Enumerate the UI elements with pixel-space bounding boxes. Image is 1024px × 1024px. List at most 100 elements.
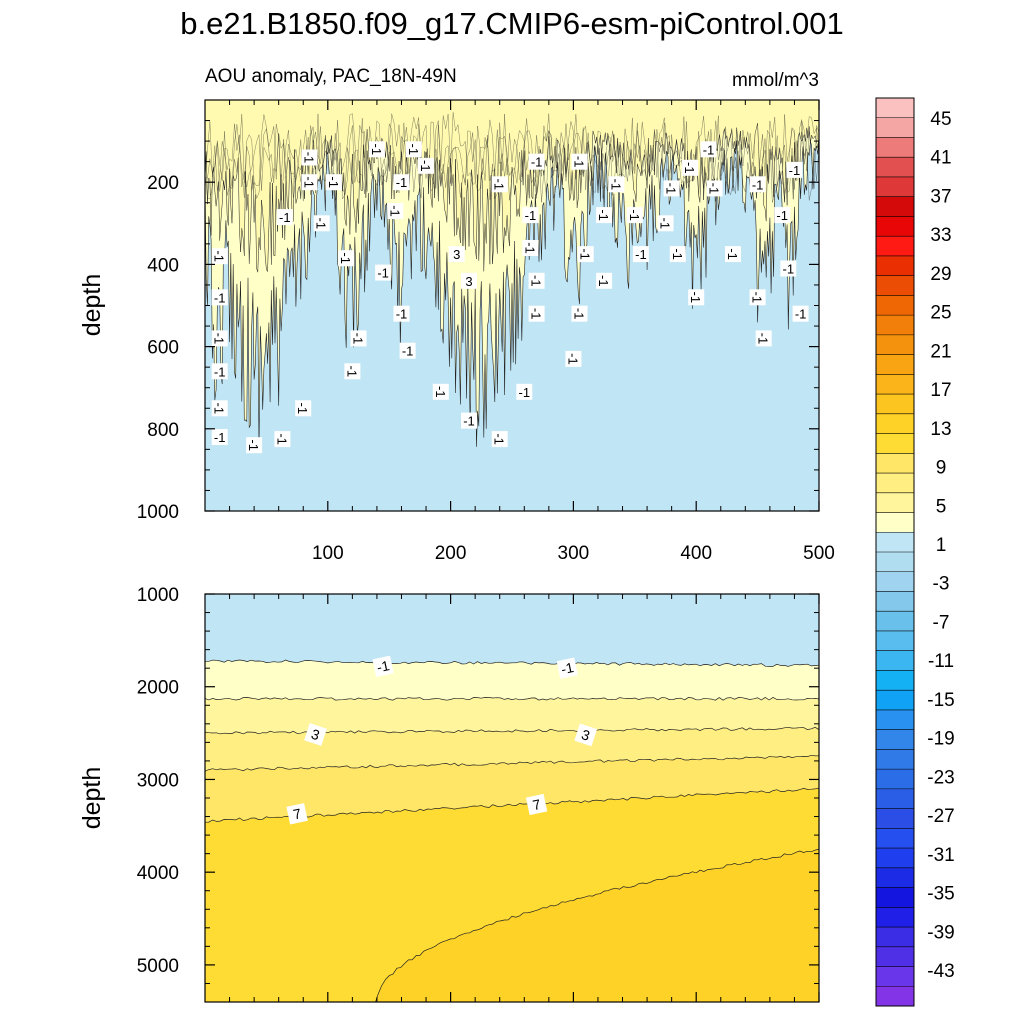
contour-label-text: -1 bbox=[560, 659, 576, 677]
colorbar-swatch bbox=[876, 927, 914, 948]
contour-label: -1 bbox=[669, 246, 686, 263]
colorbar-swatch bbox=[876, 729, 914, 750]
contour-label-box bbox=[211, 400, 228, 417]
contour-label-text: -1 bbox=[725, 248, 740, 260]
contour-label-text: -1 bbox=[756, 333, 771, 345]
contour-label: -1 bbox=[338, 250, 355, 267]
contour-label-box bbox=[522, 240, 539, 256]
contour-label-box bbox=[372, 655, 394, 677]
contour-label-box bbox=[596, 272, 613, 289]
contour-label-text: -1 bbox=[377, 266, 389, 281]
y-tick-label: 600 bbox=[147, 338, 179, 359]
colorbar-swatch bbox=[876, 275, 914, 296]
contour-label-text: -1 bbox=[596, 209, 611, 221]
colorbar-swatch bbox=[876, 98, 914, 119]
colorbar-swatch bbox=[876, 986, 914, 1007]
contour-label-box bbox=[657, 215, 674, 232]
contour-label: -1 bbox=[344, 363, 361, 380]
contour-label-text: -1 bbox=[301, 176, 316, 188]
contour-label-box bbox=[405, 141, 422, 158]
contour-label-text: -1 bbox=[344, 366, 359, 378]
colorbar: 45 41 37 33 29 25 21 17 13 9 5 1 -3 -7 -11 -15 -19 -23 -27… bbox=[875, 97, 955, 1007]
contour-label: 3 bbox=[574, 723, 598, 747]
x-tick-label: 300 bbox=[558, 543, 590, 564]
contour-label-text: -1 bbox=[418, 160, 433, 172]
contour-label-box bbox=[368, 141, 385, 158]
colorbar-label: -31 bbox=[927, 845, 954, 866]
contour-label-text: -1 bbox=[596, 275, 611, 287]
contour-label-text: -1 bbox=[529, 275, 544, 287]
contour-label-text: -1 bbox=[369, 144, 384, 156]
upper-panel-title: AOU anomaly, PAC_18N-49N bbox=[205, 66, 457, 87]
contour-label-box bbox=[682, 159, 699, 176]
contour-line bbox=[375, 848, 819, 1002]
contour-label-box bbox=[574, 723, 598, 747]
colorbar-swatch bbox=[876, 769, 914, 790]
contour-label: -1 bbox=[246, 437, 263, 454]
contour-label: -1 bbox=[399, 342, 416, 359]
colorbar-swatch bbox=[876, 196, 914, 217]
colorbar-label: -15 bbox=[927, 690, 954, 711]
colorbar-frame bbox=[875, 97, 915, 1007]
x-tick-label: 100 bbox=[312, 543, 344, 564]
contour-label-text: -1 bbox=[664, 183, 679, 195]
upper-panel: AOU anomaly, PAC_18N-49N mmol/m^3 -1 -1 -1… bbox=[78, 66, 835, 564]
contour-label: -1 bbox=[749, 176, 766, 193]
colorbar-swatch bbox=[876, 354, 914, 375]
contour-label: -1 bbox=[325, 174, 342, 191]
contour-label-text: -1 bbox=[214, 430, 226, 445]
y-tick-label: 800 bbox=[147, 420, 179, 441]
colorbar-swatch bbox=[876, 473, 914, 494]
contour-label-box bbox=[246, 437, 263, 454]
contour-label-box bbox=[528, 305, 545, 322]
contour-label-text: -1 bbox=[295, 403, 310, 415]
contour-label-box bbox=[491, 176, 508, 193]
contour-label: -1 bbox=[393, 174, 410, 191]
contour-label: -1 bbox=[632, 246, 649, 263]
contour-label-box bbox=[301, 149, 318, 166]
contour-label-text: -1 bbox=[214, 364, 226, 379]
contour-label-box bbox=[525, 793, 548, 816]
colorbar-swatch bbox=[876, 571, 914, 592]
contour-label: -1 bbox=[211, 289, 228, 306]
contour-label: -1 bbox=[405, 141, 422, 158]
contour-label-box bbox=[304, 723, 327, 746]
contour-label-box bbox=[571, 305, 588, 322]
contour-label-box bbox=[418, 157, 434, 174]
contour-label: -1 bbox=[387, 203, 404, 219]
contour-label: -1 bbox=[211, 330, 228, 347]
contour-label: -1 bbox=[274, 431, 291, 448]
colorbar-swatch bbox=[876, 690, 914, 711]
contour-label-text: -1 bbox=[338, 252, 353, 264]
colorbar-swatch bbox=[876, 315, 914, 336]
contour-label: -1 bbox=[418, 157, 434, 174]
contour-label-box bbox=[749, 176, 766, 193]
contour-label-text: -1 bbox=[578, 248, 593, 260]
y-tick-label: 400 bbox=[147, 255, 179, 276]
contour-label: -1 bbox=[211, 363, 228, 380]
contour-line bbox=[205, 659, 819, 667]
colorbar-swatch bbox=[876, 255, 914, 277]
colorbar-label: -19 bbox=[927, 729, 954, 750]
upper-y-axis-label: depth bbox=[78, 274, 106, 337]
lower-panel: -1 -1 3 3 7 7 1000 2000 3000 4000 5000 depth bbox=[78, 585, 820, 1003]
contour-label-text: -1 bbox=[525, 208, 537, 223]
contour-label-box bbox=[706, 180, 723, 197]
contour-label-text: -1 bbox=[326, 176, 341, 188]
contour-label: -1 bbox=[706, 180, 723, 197]
colorbar-swatch bbox=[876, 413, 914, 434]
contour-label-text: -1 bbox=[707, 183, 722, 195]
contour-label-box bbox=[491, 431, 508, 448]
contour-label-box bbox=[461, 412, 477, 429]
contour-label-text: -1 bbox=[783, 262, 795, 277]
contour-label-text: -1 bbox=[212, 403, 227, 415]
contour-label: -1 bbox=[774, 207, 791, 224]
colorbar-swatch bbox=[876, 887, 914, 908]
contour-label-text: 3 bbox=[453, 247, 460, 262]
contour-label: -1 bbox=[522, 240, 539, 256]
contour-label: -1 bbox=[375, 264, 392, 281]
contour-label-box bbox=[211, 429, 228, 445]
contour-label-box bbox=[792, 305, 809, 322]
contour-label: -1 bbox=[313, 215, 330, 232]
colorbar-label: 17 bbox=[930, 380, 951, 401]
